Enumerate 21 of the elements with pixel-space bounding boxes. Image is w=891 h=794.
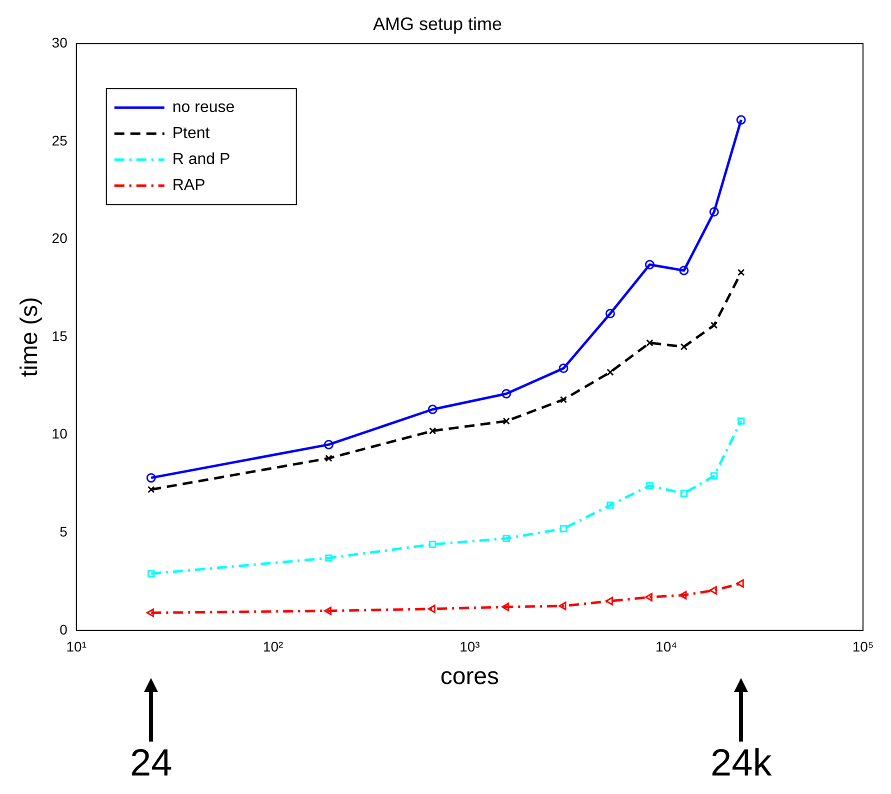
x-tick-label: 10² [262,638,284,655]
text: 24k [710,742,773,784]
text: 24 [130,742,172,784]
x-axis-title: cores [440,663,500,690]
y-tick-label: 20 [52,230,68,246]
y-tick-label: 10 [52,426,68,442]
x-tick-label: 10³ [460,638,480,655]
chart-title: AMG setup time [372,14,502,34]
y-tick-label: 25 [52,132,68,148]
y-tick-label: 0 [60,621,68,638]
y-axis-title: time (s) [16,297,44,377]
y-tick-label: 30 [52,34,68,50]
x-tick-label: 10⁵ [852,638,874,655]
legend-label: R and P [172,151,230,168]
x-tick-label: 10⁴ [656,638,678,655]
x-tick-label: 10¹ [66,638,87,655]
y-tick-label: 15 [52,328,68,344]
y-tick-label: 5 [60,523,68,540]
legend-label: RAP [172,177,206,194]
legend-label: Ptent [172,125,210,142]
legend-label: no reuse [172,99,235,116]
